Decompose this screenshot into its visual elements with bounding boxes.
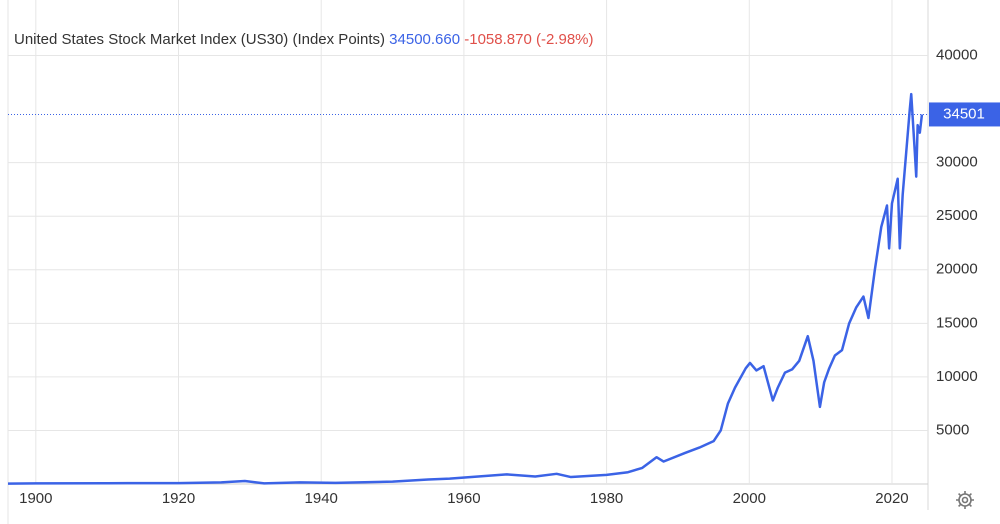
line-series xyxy=(7,92,924,485)
y-tick-label: 5000 xyxy=(936,421,969,438)
x-tick-label: 1960 xyxy=(447,490,480,507)
x-tick-label: 1980 xyxy=(590,490,623,507)
chart-title: United States Stock Market Index (US30) … xyxy=(14,31,385,48)
y-tick-label: 40000 xyxy=(936,47,978,64)
y-tick-label: 20000 xyxy=(936,261,978,278)
y-tick-label: 10000 xyxy=(936,368,978,385)
y-tick-label: 25000 xyxy=(936,207,978,224)
last-value: 34500.660 xyxy=(389,31,460,48)
settings-icon[interactable] xyxy=(956,491,974,509)
current-price-label: 34501 xyxy=(943,105,985,122)
y-tick-label: 30000 xyxy=(936,154,978,171)
current-price-box xyxy=(929,102,1000,127)
x-tick-label: 1900 xyxy=(19,490,52,507)
change-value: -1058.870 (-2.98%) xyxy=(464,31,593,48)
x-tick-label: 2000 xyxy=(733,490,766,507)
x-tick-label: 2020 xyxy=(875,490,908,507)
x-tick-label: 1920 xyxy=(162,490,195,507)
x-tick-label: 1940 xyxy=(305,490,338,507)
chart-header: United States Stock Market Index (US30) … xyxy=(14,31,594,48)
y-tick-label: 15000 xyxy=(936,314,978,331)
